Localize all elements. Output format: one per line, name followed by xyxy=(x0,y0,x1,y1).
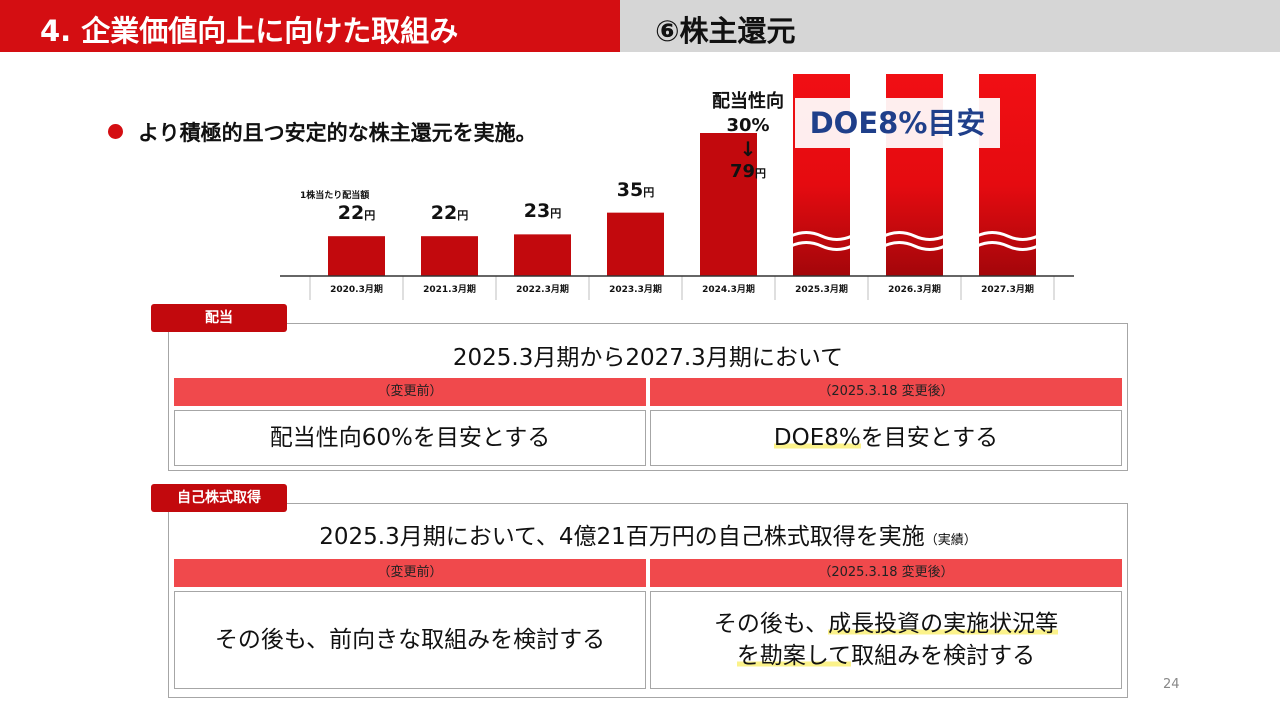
axis-break-line xyxy=(790,241,853,251)
doe-target-label: DOE8%目安 xyxy=(795,98,1000,148)
buyback-after-line2-highlight: を勘案して xyxy=(736,643,852,669)
bar-2021.3月期 xyxy=(421,236,478,276)
value-number: 23 xyxy=(523,200,551,223)
category-label-2026.3月期: 2026.3月期 xyxy=(888,285,941,295)
bar-2023.3月期 xyxy=(607,212,664,276)
buyback-before-cell: その後も、前向きな取組みを検討する xyxy=(174,591,646,689)
value-number: 22 xyxy=(430,202,458,225)
buyback-tag: 自己株式取得 xyxy=(151,484,287,512)
value-number: 35 xyxy=(616,178,644,201)
dividend-before-text: 配当性向60%を目安とする xyxy=(269,425,551,451)
bar-2020.3月期 xyxy=(328,236,385,276)
category-label-2021.3月期: 2021.3月期 xyxy=(423,285,476,295)
chart-y-label: 1株当たり配当額 xyxy=(300,191,370,201)
buyback-after-line1-a: その後も、 xyxy=(713,611,829,637)
value-unit: 円 xyxy=(643,185,655,199)
dividend-after-text: を目安とする xyxy=(860,425,999,451)
annotation-line2: 30% xyxy=(726,115,770,136)
chart-svg xyxy=(280,74,1074,300)
buyback-after-line1-highlight: 成長投資の実施状況等 xyxy=(828,611,1059,637)
value-label-2020.3月期: 22円 xyxy=(338,202,375,224)
buyback-before-text: その後も、前向きな取組みを検討する xyxy=(214,627,606,653)
buyback-title-wrap: 2025.3月期において、4億21百万円の自己株式取得を実施（実績） xyxy=(169,517,1127,551)
value-unit: 円 xyxy=(364,209,376,223)
value-unit: 円 xyxy=(550,207,562,221)
category-label-2022.3月期: 2022.3月期 xyxy=(516,285,569,295)
value-number: 22 xyxy=(337,202,365,225)
buyback-before-header: （変更前） xyxy=(174,559,646,587)
annotation-unit: 円 xyxy=(755,167,767,180)
value-label-2022.3月期: 23円 xyxy=(524,200,561,222)
page-subtitle: ⑥株主還元 xyxy=(655,14,796,48)
dividend-title: 2025.3月期から2027.3月期において xyxy=(452,345,844,371)
annotation-value: 79 xyxy=(729,161,756,182)
page-title: 4. 企業価値向上に向けた取組み xyxy=(40,14,459,48)
value-label-2023.3月期: 35円 xyxy=(617,179,654,201)
bullet-dot-icon xyxy=(108,124,123,139)
bar-2022.3月期 xyxy=(514,234,571,276)
header-subtitle-bar xyxy=(620,0,1280,52)
value-label-2021.3月期: 22円 xyxy=(431,202,468,224)
dividend-before-cell: 配当性向60%を目安とする xyxy=(174,410,646,466)
dividend-before-header: （変更前） xyxy=(174,378,646,406)
buyback-after-cell: その後も、成長投資の実施状況等 を勘案して取組みを検討する xyxy=(650,591,1122,689)
axis-break-line xyxy=(883,241,946,251)
category-label-2024.3月期: 2024.3月期 xyxy=(702,285,755,295)
header-title-bar xyxy=(0,0,620,52)
axis-break-line xyxy=(883,231,946,241)
axis-break-line xyxy=(790,231,853,241)
dividend-tag: 配当 xyxy=(151,304,287,332)
bar-2024.3月期 xyxy=(700,133,757,276)
category-label-2027.3月期: 2027.3月期 xyxy=(981,285,1034,295)
bullet-text: より積極的且つ安定的な株主還元を実施。 xyxy=(138,121,537,145)
axis-break-line xyxy=(976,231,1039,241)
buyback-after-line2-rest: 取組みを検討する xyxy=(851,643,1036,669)
dividend-after-highlight: DOE8% xyxy=(773,425,861,451)
annotation-line1: 配当性向 xyxy=(712,91,784,112)
axis-break-line xyxy=(976,241,1039,251)
buyback-title-note: （実績） xyxy=(924,533,977,548)
down-arrow-icon: ↓ xyxy=(739,137,757,161)
dividend-after-cell: DOE8%を目安とする xyxy=(650,410,1122,466)
page-number: 24 xyxy=(1163,677,1180,692)
category-label-2025.3月期: 2025.3月期 xyxy=(795,285,848,295)
buyback-after-header: （2025.3.18 変更後） xyxy=(650,559,1122,587)
buyback-title: 2025.3月期において、4億21百万円の自己株式取得を実施 xyxy=(319,524,925,550)
dividend-per-share-chart: 1株当たり配当額 22円 2020.3月期 22円 2021.3月期 23円 2022.3… xyxy=(270,60,1074,305)
category-label-2023.3月期: 2023.3月期 xyxy=(609,285,662,295)
dividend-after-header: （2025.3.18 変更後） xyxy=(650,378,1122,406)
value-unit: 円 xyxy=(457,209,469,223)
category-label-2020.3月期: 2020.3月期 xyxy=(330,285,383,295)
payout-ratio-annotation: 配当性向 30% ↓ 79円 xyxy=(708,90,788,186)
